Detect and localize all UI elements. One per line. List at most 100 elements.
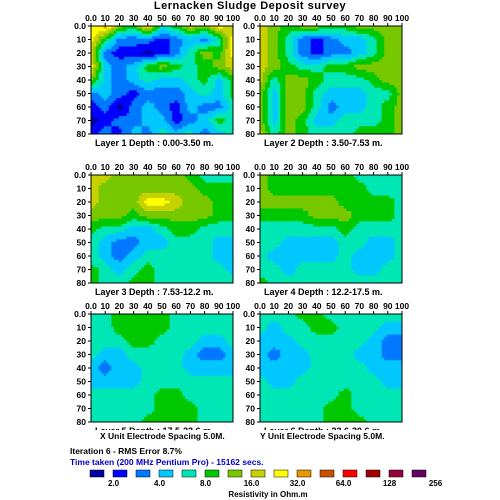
heatmap-cell	[118, 177, 122, 181]
heatmap-cell	[136, 49, 140, 53]
heatmap-cell	[381, 69, 385, 73]
heatmap-cell	[205, 41, 209, 45]
heatmap-cell	[108, 123, 112, 127]
heatmap-cell	[179, 51, 183, 55]
heatmap-cell	[202, 103, 206, 107]
heatmap-cell	[123, 175, 127, 178]
heatmap-cell	[207, 110, 211, 114]
heatmap-cell	[358, 131, 362, 135]
heatmap-cell	[212, 110, 216, 114]
heatmap-cell	[215, 28, 219, 32]
heatmap-cell	[101, 131, 105, 135]
heatmap-cell	[108, 80, 112, 83]
heatmap-cell	[310, 121, 314, 125]
heatmap-cell	[265, 51, 269, 55]
heatmap-cell	[116, 105, 120, 109]
heatmap-cell	[230, 110, 234, 114]
heatmap-cell	[300, 56, 304, 60]
heatmap-cell	[151, 56, 155, 60]
heatmap-cell	[141, 80, 145, 83]
heatmap-cell	[381, 46, 385, 50]
heatmap-cell	[356, 113, 360, 117]
heatmap-cell	[353, 49, 357, 53]
heatmap-cell	[374, 59, 378, 63]
heatmap-cell	[151, 105, 155, 109]
heatmap-cell	[396, 118, 400, 122]
heatmap-cell	[262, 49, 266, 53]
heatmap-cell	[272, 41, 276, 45]
heatmap-cell	[192, 123, 196, 127]
heatmap-cell	[156, 54, 160, 58]
heatmap-cell	[265, 126, 269, 130]
heatmap-cell	[162, 54, 165, 58]
heatmap-cell	[200, 105, 203, 109]
heatmap-cell	[215, 38, 219, 42]
heatmap-cell	[111, 180, 115, 184]
heatmap-cell	[169, 69, 173, 73]
heatmap-cell	[194, 33, 198, 37]
heatmap-cell	[134, 182, 138, 186]
heatmap-cell	[98, 105, 102, 109]
heatmap-cell	[262, 77, 266, 81]
heatmap-cell	[308, 46, 312, 50]
heatmap-cell	[386, 62, 390, 65]
heatmap-cell	[103, 26, 107, 29]
heatmap-cell	[394, 110, 398, 114]
heatmap-cell	[184, 98, 188, 101]
heatmap-cell	[174, 85, 178, 89]
heatmap-cell	[194, 126, 198, 130]
heatmap-cell	[328, 118, 332, 122]
heatmap-cell	[272, 28, 276, 32]
heatmap-cell	[351, 67, 355, 71]
heatmap-cell	[212, 98, 216, 101]
heatmap-cell	[210, 90, 214, 94]
heatmap-cell	[315, 77, 319, 81]
heatmap-cell	[391, 128, 395, 132]
heatmap-cell	[192, 54, 196, 58]
heatmap-cell	[277, 126, 281, 130]
heatmap-cell	[91, 51, 94, 55]
heatmap-cell	[212, 103, 216, 107]
heatmap-cell	[285, 31, 289, 35]
heatmap-cell	[346, 121, 350, 125]
heatmap-cell	[381, 51, 385, 55]
heatmap-cell	[338, 103, 342, 107]
heatmap-cell	[194, 62, 198, 65]
heatmap-cell	[333, 80, 337, 83]
heatmap-cell	[194, 113, 198, 117]
heatmap-cell	[96, 28, 100, 32]
heatmap-cell	[346, 51, 350, 55]
heatmap-cell	[118, 28, 122, 32]
heatmap-cell	[106, 105, 110, 109]
heatmap-cell	[144, 175, 148, 178]
heatmap-cell	[113, 67, 117, 71]
heatmap-cell	[162, 95, 165, 99]
heatmap-cell	[384, 103, 388, 107]
heatmap-cell	[118, 90, 122, 94]
heatmap-cell	[292, 85, 296, 89]
heatmap-cell	[126, 33, 130, 37]
heatmap-cell	[174, 69, 178, 73]
heatmap-cell	[106, 85, 110, 89]
heatmap-cell	[139, 118, 143, 122]
heatmap-cell	[305, 92, 309, 96]
heatmap-cell	[391, 56, 395, 60]
heatmap-cell	[381, 100, 385, 104]
heatmap-cell	[270, 44, 274, 47]
heatmap-cell	[227, 105, 231, 109]
heatmap-cell	[399, 77, 403, 81]
heatmap-cell	[144, 62, 148, 65]
heatmap-cell	[113, 92, 117, 96]
heatmap-cell	[348, 74, 352, 78]
heatmap-cell	[366, 31, 370, 35]
layer-panel-2: 0.0 10 20 30 40 50 60 70 80 90 1000.01020304050607…	[243, 13, 409, 148]
heatmap-cell	[227, 69, 231, 73]
heatmap-cell	[230, 123, 234, 127]
heatmap-cell	[126, 62, 130, 65]
heatmap-cell	[215, 95, 219, 99]
heatmap-cell	[151, 38, 155, 42]
heatmap-cell	[207, 46, 211, 50]
heatmap-cell	[121, 175, 125, 178]
heatmap-cell	[379, 72, 383, 76]
heatmap-cell	[298, 74, 301, 78]
